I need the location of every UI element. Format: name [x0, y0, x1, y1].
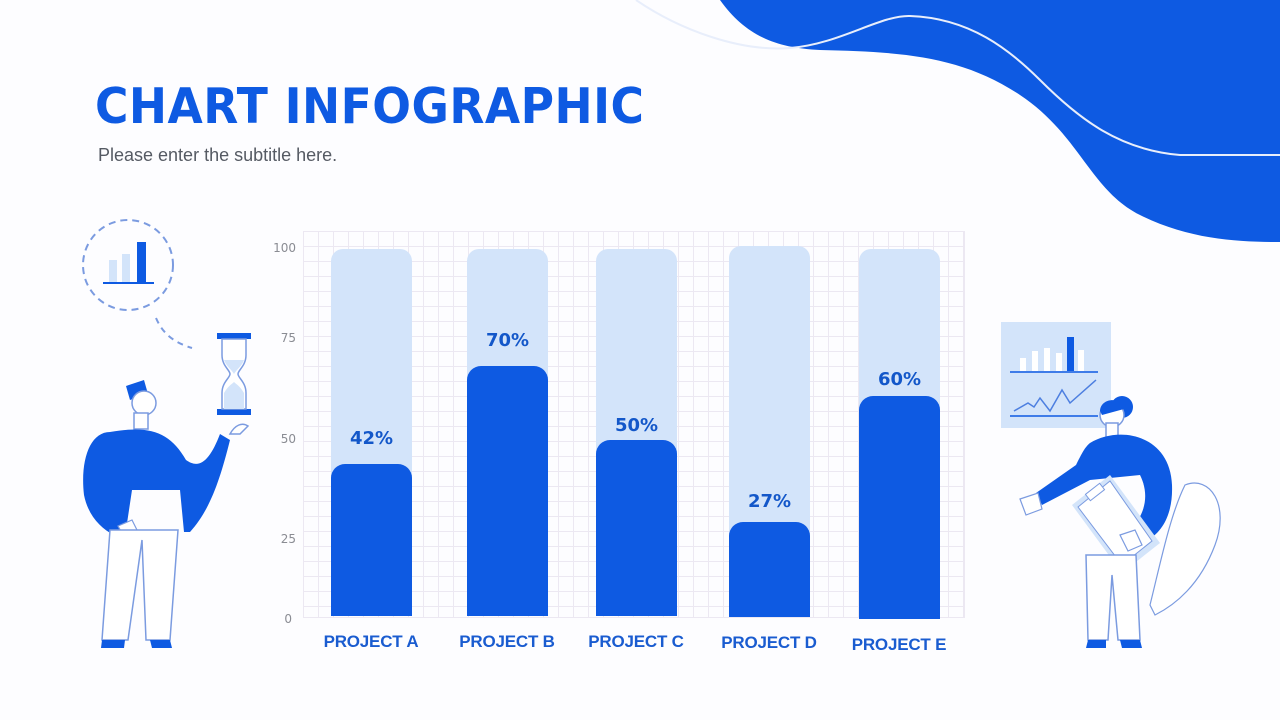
man-figure	[83, 380, 250, 648]
chart-board-icon	[1001, 322, 1111, 428]
bar-value-project-e: 60%	[877, 369, 922, 390]
y-tick-25: 25	[280, 532, 296, 546]
bar-value-project-a: 42%	[349, 428, 394, 449]
bar-project-a[interactable]	[331, 464, 412, 616]
woman-with-clipboard-illustration	[1001, 322, 1221, 648]
bar-value-project-b: 70%	[485, 330, 530, 351]
plant-leaf-icon	[1149, 482, 1221, 616]
bar-label-project-d: PROJECT D	[721, 633, 817, 652]
y-tick-50: 50	[280, 432, 296, 446]
y-tick-100: 100	[273, 241, 296, 255]
bar-value-project-c: 50%	[614, 415, 659, 436]
man-with-hourglass-illustration	[82, 219, 251, 648]
bar-project-d[interactable]	[729, 522, 810, 617]
woman-figure	[1019, 396, 1173, 648]
bar-label-project-e: PROJECT E	[851, 635, 947, 654]
hourglass-icon	[217, 333, 251, 415]
bar-label-project-a: PROJECT A	[323, 632, 419, 651]
y-tick-0: 0	[284, 612, 292, 626]
bar-project-c[interactable]	[596, 440, 677, 616]
bar-value-project-d: 27%	[747, 491, 792, 512]
bar-label-project-b: PROJECT B	[459, 632, 555, 651]
y-tick-75: 75	[280, 331, 296, 345]
bar-project-b[interactable]	[467, 366, 548, 616]
page-title: CHART INFOGRAPHIC	[95, 78, 645, 135]
bar-project-e[interactable]	[859, 396, 940, 619]
thought-bubble-icon	[82, 219, 193, 349]
page-subtitle: Please enter the subtitle here.	[98, 145, 338, 165]
bar-label-project-c: PROJECT C	[588, 632, 684, 651]
